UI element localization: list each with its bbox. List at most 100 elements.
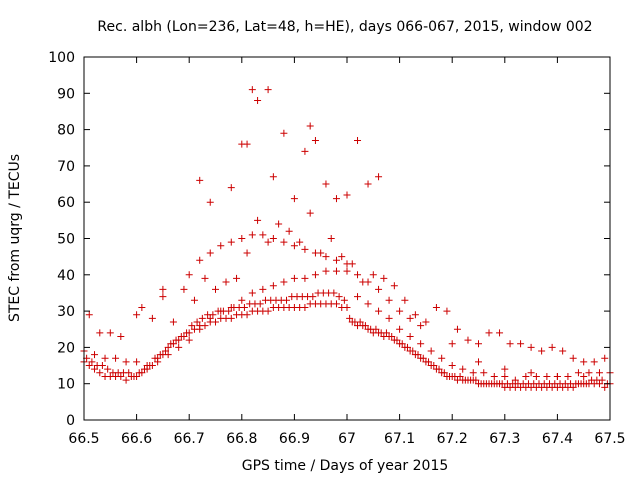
data-point	[459, 365, 467, 373]
data-point	[280, 129, 288, 137]
data-point	[311, 271, 319, 279]
data-point	[85, 311, 93, 319]
x-tick-label: 66.9	[279, 431, 310, 447]
data-point	[159, 293, 167, 301]
data-point	[280, 238, 288, 246]
data-point	[340, 296, 348, 304]
data-point	[332, 267, 340, 275]
data-point	[290, 242, 298, 250]
data-point	[595, 369, 603, 377]
x-tick-label: 67.1	[384, 431, 415, 447]
data-point	[398, 340, 406, 348]
data-point	[330, 289, 338, 297]
data-point	[248, 289, 256, 297]
data-point	[285, 227, 293, 235]
data-point	[156, 351, 164, 359]
data-point	[162, 347, 170, 355]
data-point	[301, 274, 309, 282]
data-point	[206, 198, 214, 206]
data-point	[385, 296, 393, 304]
data-point	[183, 329, 191, 337]
data-point	[180, 285, 188, 293]
data-point	[196, 256, 204, 264]
data-point	[96, 329, 104, 337]
data-point	[569, 383, 577, 391]
data-point	[140, 365, 148, 373]
data-point	[225, 307, 233, 315]
data-point	[440, 369, 448, 377]
data-point	[172, 336, 180, 344]
data-point	[375, 285, 383, 293]
data-point	[248, 231, 256, 239]
data-point	[527, 343, 535, 351]
data-point	[538, 347, 546, 355]
data-point	[327, 235, 335, 242]
data-point	[419, 354, 427, 362]
data-point	[348, 260, 356, 268]
data-point	[227, 184, 235, 192]
data-point	[559, 347, 567, 355]
data-point	[98, 362, 106, 370]
x-tick-label: 66.7	[174, 431, 205, 447]
data-point	[177, 333, 185, 341]
data-point	[364, 300, 372, 308]
data-point	[217, 242, 225, 250]
data-point	[427, 347, 435, 355]
x-tick-label: 67	[338, 431, 356, 447]
data-point	[601, 354, 609, 362]
data-point	[332, 256, 340, 264]
data-point	[435, 365, 443, 373]
data-point	[322, 267, 330, 275]
data-point	[380, 274, 388, 282]
data-point	[553, 372, 561, 380]
data-point	[135, 369, 143, 377]
data-point	[280, 278, 288, 286]
data-point	[354, 293, 362, 301]
data-point	[212, 318, 219, 326]
data-point	[269, 235, 277, 242]
data-point	[338, 253, 346, 261]
x-tick-label: 67.2	[437, 431, 468, 447]
data-point	[175, 343, 183, 351]
data-point	[233, 274, 241, 282]
data-point	[317, 249, 325, 257]
data-point	[117, 333, 125, 341]
data-point	[506, 340, 514, 348]
data-point	[425, 358, 433, 366]
data-point	[143, 362, 151, 370]
data-point	[422, 318, 430, 326]
data-point	[301, 245, 309, 253]
data-point	[475, 358, 482, 366]
data-point	[133, 311, 141, 319]
x-tick-label: 67.4	[542, 431, 573, 447]
data-point	[343, 267, 351, 275]
data-point	[359, 278, 367, 286]
data-point	[259, 231, 267, 239]
data-point	[309, 293, 317, 301]
y-tick-label: 0	[66, 413, 75, 429]
data-point	[438, 354, 446, 362]
y-axis-label: STEC from uqrg / TECUs	[7, 154, 23, 322]
data-point	[106, 329, 114, 337]
data-point	[269, 173, 277, 181]
data-point	[185, 271, 193, 279]
data-point	[385, 314, 393, 322]
data-point	[301, 303, 309, 311]
x-tick-label: 66.5	[68, 431, 99, 447]
data-point	[343, 303, 351, 311]
data-point	[580, 372, 588, 380]
data-point	[217, 307, 225, 315]
data-point	[382, 329, 390, 337]
data-point	[243, 249, 251, 257]
data-point	[238, 296, 246, 304]
data-point	[448, 362, 456, 370]
data-point	[595, 380, 603, 388]
x-tick-label: 67.5	[594, 431, 625, 447]
data-point	[311, 136, 319, 144]
data-point	[453, 325, 461, 333]
data-point	[406, 333, 414, 341]
data-point	[580, 358, 588, 366]
data-point	[122, 376, 130, 384]
data-point	[364, 180, 372, 188]
